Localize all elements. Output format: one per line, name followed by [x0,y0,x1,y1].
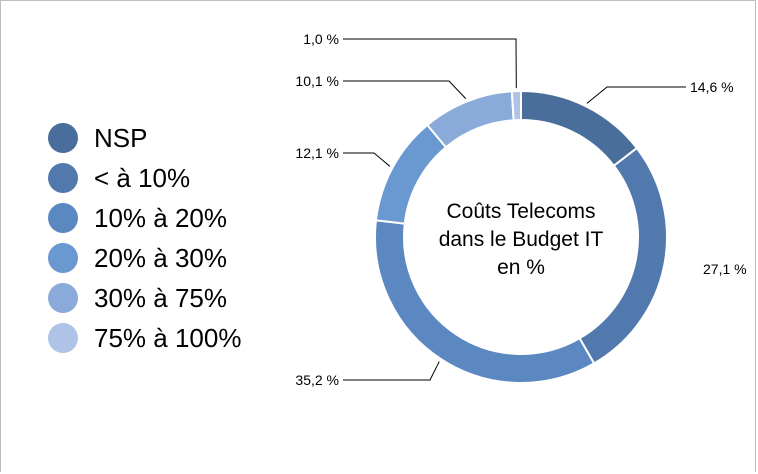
legend-item: NSP [48,118,241,158]
legend-label: 10% à 20% [94,202,227,233]
leader-line [343,80,467,99]
leader-line [343,38,517,89]
legend-swatch [48,203,78,233]
legend-item: 20% à 30% [48,238,241,278]
chart-title-line: dans le Budget IT [439,228,604,251]
legend-label: 30% à 75% [94,282,227,313]
legend-label: < à 10% [94,162,191,193]
chart-title-line: Coûts Telecoms [446,200,595,223]
donut-slice [578,146,668,365]
legend-swatch [48,323,78,353]
chart-title-line: en % [497,256,545,279]
legend-item: 10% à 20% [48,198,241,238]
legend: NSP < à 10% 10% à 20% 20% à 30% 30% à 75% 75%… [48,118,241,358]
legend-swatch [48,243,78,273]
legend-label: 75% à 100% [94,322,242,353]
donut-slice [425,90,515,149]
legend-label: NSP [94,122,148,153]
legend-item: 75% à 100% [48,318,241,358]
legend-swatch [48,283,78,313]
data-label: 10,1 % [295,73,339,89]
donut-slice [520,89,639,168]
donut-slice [510,89,522,122]
legend-swatch [48,123,78,153]
data-label: 27,1 % [703,261,747,277]
legend-swatch [48,163,78,193]
leader-line [343,152,391,167]
donut-slice [374,123,448,225]
data-label: 14,6 % [690,79,734,95]
legend-item: < à 10% [48,158,241,198]
legend-item: 30% à 75% [48,278,241,318]
data-label: 12,1 % [295,145,339,161]
data-label: 35,2 % [295,372,339,388]
leader-line [343,361,440,381]
data-label: 1,0 % [303,31,339,47]
legend-label: 20% à 30% [94,242,227,273]
leader-line [586,86,686,104]
